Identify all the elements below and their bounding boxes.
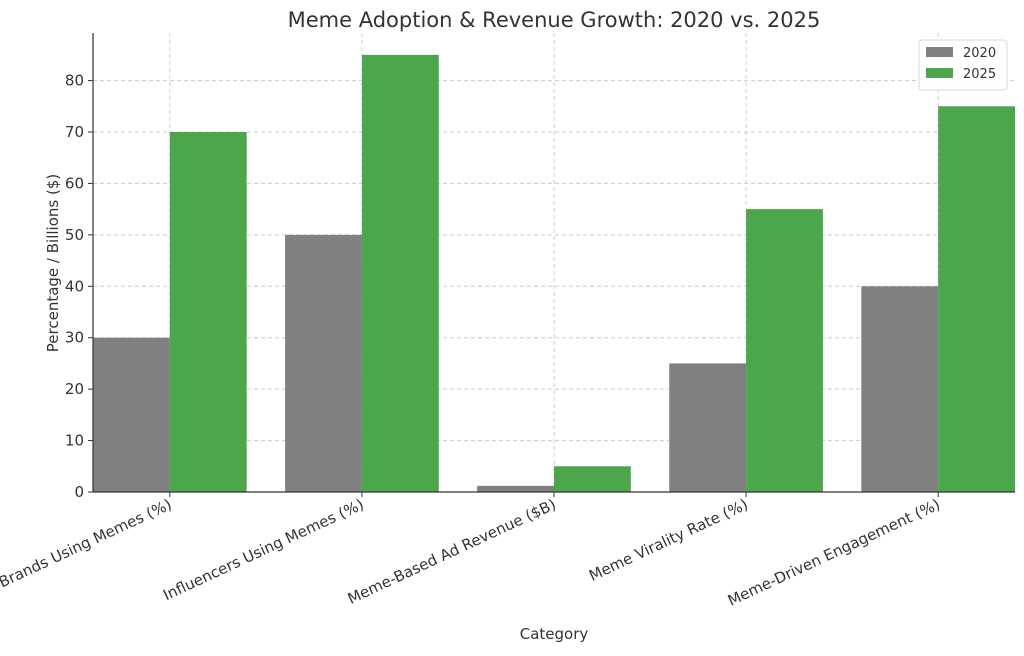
bar-2020-5 <box>861 286 939 492</box>
y-tick-label: 30 <box>65 329 84 347</box>
y-tick-label: 60 <box>65 174 84 192</box>
x-axis-label: Category <box>520 625 589 643</box>
legend: 2020 2025 <box>918 39 1008 91</box>
y-tick-label: 80 <box>65 72 84 90</box>
x-category-label: Brands Using Memes (%) <box>0 495 175 591</box>
bar-2025-4 <box>746 209 823 492</box>
bars <box>93 54 1015 493</box>
legend-swatch-2025 <box>926 68 953 78</box>
bar-2020-2 <box>285 234 362 492</box>
chart-title: Meme Adoption & Revenue Growth: 2020 vs.… <box>288 8 821 32</box>
y-tick-labels: 0 10 20 30 40 50 60 70 80 <box>65 72 84 501</box>
bar-2025-5 <box>938 106 1015 493</box>
axes <box>88 33 1015 497</box>
y-tick-label: 50 <box>65 226 84 244</box>
x-category-label: Influencers Using Memes (%) <box>160 495 366 604</box>
x-category-labels: Brands Using Memes (%)Influencers Using … <box>0 495 943 609</box>
y-tick-label: 20 <box>65 380 84 398</box>
bar-2025-1 <box>169 132 247 492</box>
y-tick-label: 70 <box>65 123 84 141</box>
bar-2020-3 <box>477 485 554 492</box>
legend-swatch-2020 <box>926 47 953 57</box>
legend-label-2025: 2025 <box>963 67 996 82</box>
legend-label-2020: 2020 <box>963 46 996 61</box>
bar-2020-1 <box>93 337 170 492</box>
y-tick-label: 10 <box>65 432 84 450</box>
bar-2025-3 <box>554 466 631 492</box>
y-tick-label: 0 <box>74 483 84 501</box>
y-axis-label: Percentage / Billions ($) <box>44 174 62 352</box>
bar-2025-2 <box>361 54 439 492</box>
x-category-label: Meme Virality Rate (%) <box>586 495 751 585</box>
x-category-label: Meme-Based Ad Revenue ($B) <box>345 495 559 608</box>
bar-2020-4 <box>669 363 747 492</box>
y-tick-label: 40 <box>65 277 84 295</box>
x-category-label: Meme-Driven Engagement (%) <box>725 495 943 609</box>
